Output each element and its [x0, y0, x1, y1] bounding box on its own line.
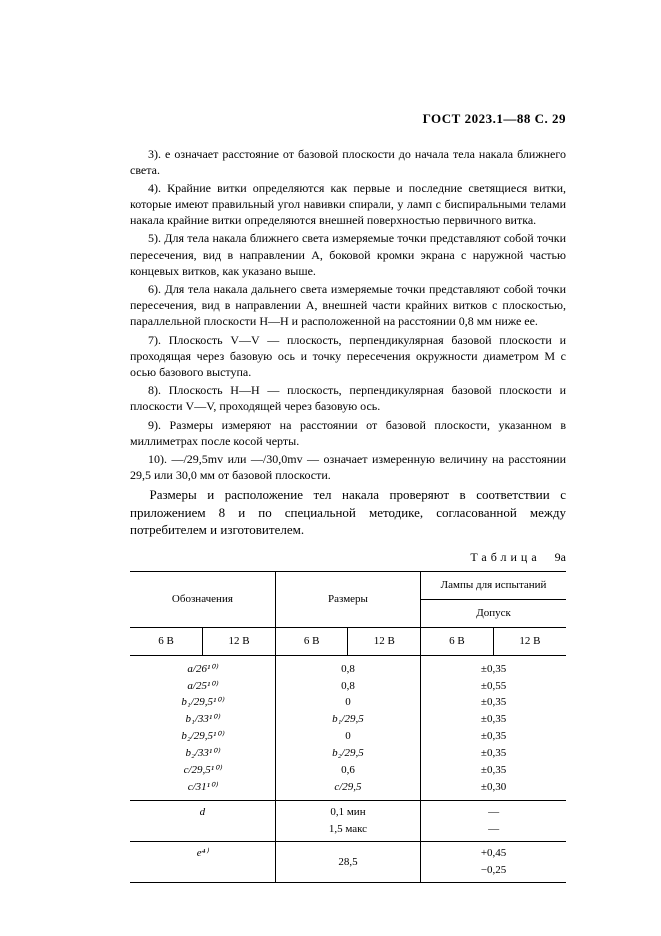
- th-lamps: Лампы для испытаний: [421, 572, 566, 600]
- table-row: 0,6: [275, 762, 420, 779]
- row-d-tol1: —: [421, 801, 566, 821]
- table-row: b₁/33¹⁰⁾: [130, 711, 275, 728]
- th-12v-2: 12 В: [348, 627, 421, 655]
- caption-word: Таблица: [470, 550, 540, 564]
- table-caption: Таблица 9а: [130, 549, 566, 565]
- table-row: ±0,35: [421, 655, 566, 677]
- th-6v-2: 6 В: [275, 627, 348, 655]
- table-row: b₁/29,5¹⁰⁾: [130, 694, 275, 711]
- note-3: 3). e означает расстояние от базовой пло…: [130, 146, 566, 178]
- dimensions-table: Обозначения Размеры Лампы для испытаний …: [130, 571, 566, 883]
- th-6v-3: 6 В: [421, 627, 494, 655]
- note-9: 9). Размеры измеряют на расстоянии от ба…: [130, 417, 566, 449]
- table-row: c/29,5¹⁰⁾: [130, 762, 275, 779]
- table-row: ±0,35: [421, 694, 566, 711]
- note-10: 10). —/29,5mv или —/30,0mv — означает из…: [130, 451, 566, 483]
- th-12v-1: 12 В: [203, 627, 276, 655]
- table-row: b₂/33¹⁰⁾: [130, 745, 275, 762]
- table-row: 0: [275, 728, 420, 745]
- table-row: b₁/29,5: [275, 711, 420, 728]
- row-e-tol2: −0,25: [421, 862, 566, 882]
- table-row: ±0,35: [421, 711, 566, 728]
- note-6: 6). Для тела накала дальнего света измер…: [130, 281, 566, 330]
- table-row: c/29,5: [275, 779, 420, 801]
- note-7: 7). Плоскость V—V — плоскость, перпендик…: [130, 332, 566, 381]
- th-12v-3: 12 В: [493, 627, 566, 655]
- main-paragraph: Размеры и расположение тел накала провер…: [130, 486, 566, 539]
- note-8: 8). Плоскость H—H — плоскость, перпендик…: [130, 382, 566, 414]
- table-row: ±0,35: [421, 762, 566, 779]
- note-4: 4). Крайние витки определяются как первы…: [130, 180, 566, 229]
- row-d-size2: 1,5 макс: [275, 821, 420, 841]
- table-row: a/26¹⁰⁾: [130, 655, 275, 677]
- caption-number: 9а: [555, 550, 566, 564]
- table-row: c/31¹⁰⁾: [130, 779, 275, 801]
- page-header: ГОСТ 2023.1—88 C. 29: [130, 110, 566, 128]
- table-row: a/25¹⁰⁾: [130, 678, 275, 695]
- row-e-tol1: +0,45: [421, 842, 566, 862]
- row-d-label: d: [130, 801, 275, 842]
- table-row: b₂/29,5: [275, 745, 420, 762]
- row-d-size1: 0,1 мин: [275, 801, 420, 821]
- th-tolerance: Допуск: [421, 599, 566, 627]
- table-row: 0: [275, 694, 420, 711]
- th-sizes: Размеры: [275, 572, 420, 628]
- row-d-tol2: —: [421, 821, 566, 841]
- table-row: ±0,30: [421, 779, 566, 801]
- row-e-label: e⁴⁾: [130, 842, 275, 883]
- note-5: 5). Для тела накала ближнего света измер…: [130, 230, 566, 279]
- table-row: b₂/29,5¹⁰⁾: [130, 728, 275, 745]
- table-row: ±0,35: [421, 728, 566, 745]
- th-designation: Обозначения: [130, 572, 275, 628]
- table-row: 0,8: [275, 678, 420, 695]
- table-row: ±0,35: [421, 745, 566, 762]
- table-row: ±0,55: [421, 678, 566, 695]
- row-e-size: 28,5: [275, 842, 420, 883]
- table-row: 0,8: [275, 655, 420, 677]
- th-6v-1: 6 В: [130, 627, 203, 655]
